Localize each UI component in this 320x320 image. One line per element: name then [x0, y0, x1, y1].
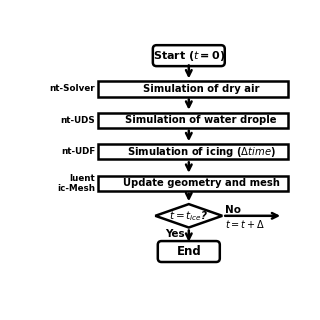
Text: nt-Solver: nt-Solver [50, 84, 95, 93]
Text: $\bf{Start}$ $\bf{(}$$\it{t}$$\bf{=0)}$: $\bf{Start}$ $\bf{(}$$\it{t}$$\bf{=0)}$ [153, 49, 225, 63]
Text: nt-UDF: nt-UDF [61, 147, 95, 156]
Bar [98, 81, 288, 97]
Text: Update geometry and mesh: Update geometry and mesh [123, 178, 280, 188]
Text: No: No [225, 205, 241, 215]
FancyBboxPatch shape [153, 45, 225, 66]
Bar [98, 144, 288, 159]
Text: $t=t+\Delta$: $t=t+\Delta$ [225, 218, 265, 230]
Polygon shape [155, 204, 222, 228]
Bar [98, 176, 288, 191]
Text: Simulation of dry air: Simulation of dry air [143, 84, 260, 94]
Text: luent
ic-Mesh: luent ic-Mesh [57, 173, 95, 193]
Text: $t=t_{ice}$?: $t=t_{ice}$? [169, 209, 209, 223]
FancyBboxPatch shape [158, 241, 220, 262]
Text: Simulation of water drople: Simulation of water drople [125, 115, 277, 125]
Text: nt-UDS: nt-UDS [60, 116, 95, 125]
Bar [98, 113, 288, 128]
Text: End: End [176, 245, 201, 258]
Text: Simulation of icing ($\Delta time$): Simulation of icing ($\Delta time$) [127, 145, 276, 159]
Text: Yes: Yes [165, 229, 185, 239]
